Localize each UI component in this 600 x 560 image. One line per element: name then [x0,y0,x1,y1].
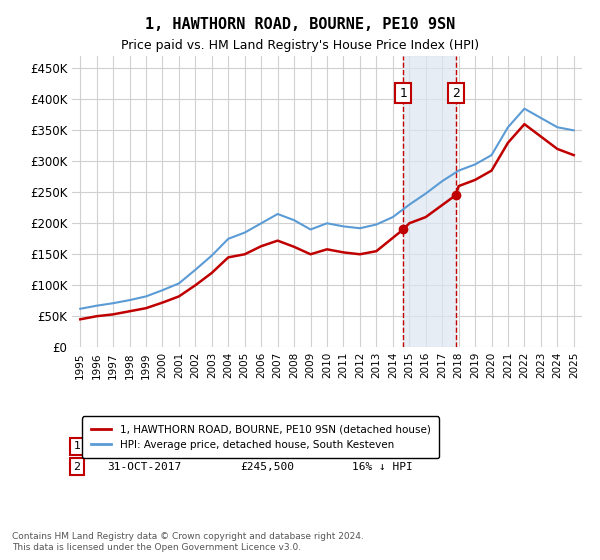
Text: Price paid vs. HM Land Registry's House Price Index (HPI): Price paid vs. HM Land Registry's House … [121,39,479,52]
Text: 2: 2 [452,87,460,100]
Text: 1: 1 [399,87,407,100]
Bar [403,56,456,347]
Text: 1: 1 [74,441,80,451]
Legend: 1, HAWTHORN ROAD, BOURNE, PE10 9SN (detached house), HPI: Average price, detache: 1, HAWTHORN ROAD, BOURNE, PE10 9SN (deta… [82,417,439,458]
Text: £190,000: £190,000 [240,441,295,451]
Text: 31-OCT-2017: 31-OCT-2017 [108,461,182,472]
Text: 19-AUG-2014: 19-AUG-2014 [108,441,182,451]
Text: 16% ↓ HPI: 16% ↓ HPI [353,461,413,472]
Text: 18% ↓ HPI: 18% ↓ HPI [353,441,413,451]
Text: 1, HAWTHORN ROAD, BOURNE, PE10 9SN: 1, HAWTHORN ROAD, BOURNE, PE10 9SN [145,17,455,32]
Text: £245,500: £245,500 [240,461,295,472]
Text: Contains HM Land Registry data © Crown copyright and database right 2024.
This d: Contains HM Land Registry data © Crown c… [12,532,364,552]
Text: 2: 2 [74,461,80,472]
